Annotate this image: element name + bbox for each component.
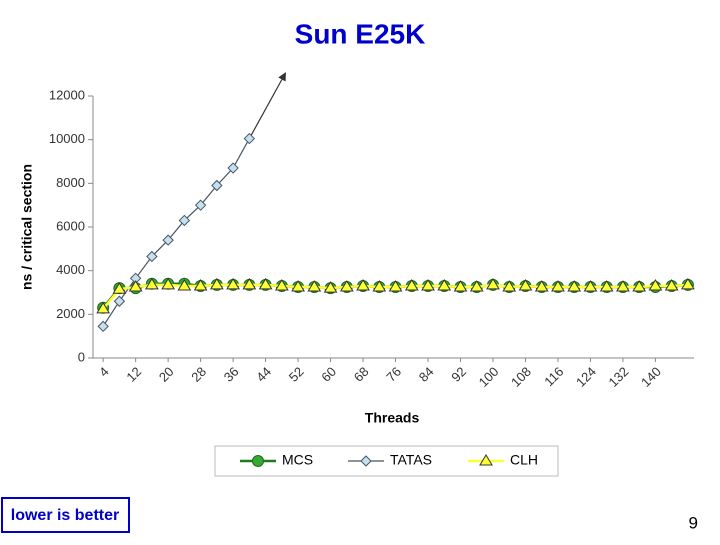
tatas-marker: [227, 162, 239, 174]
clh-marker: [209, 277, 224, 290]
clh-marker: [161, 277, 176, 290]
clh-marker: [421, 278, 435, 291]
clh-marker: [648, 278, 663, 291]
clh-marker: [551, 280, 565, 292]
x-tick-label: 140: [638, 364, 664, 390]
clh-marker: [502, 280, 517, 292]
x-tick-label: 52: [286, 364, 307, 385]
note-box: [1, 497, 130, 533]
clh-marker: [356, 278, 370, 291]
clh-marker: [583, 280, 598, 292]
legend-marker: [252, 455, 264, 467]
x-tick-label: 108: [508, 364, 534, 390]
clh-marker: [664, 278, 679, 291]
tatas-marker: [211, 179, 223, 192]
clh-marker: [144, 277, 159, 290]
x-tick-label: 4: [96, 364, 112, 380]
clh-marker: [616, 280, 630, 292]
clh-marker: [404, 278, 419, 291]
legend-label: TATAS: [390, 452, 432, 468]
clh-marker: [388, 280, 403, 292]
y-axis-label: ns / critical section: [19, 164, 35, 290]
x-axis-label: Threads: [365, 410, 420, 426]
clh-marker: [112, 282, 127, 294]
clh-marker: [242, 277, 257, 290]
tatas-marker: [178, 214, 191, 227]
tatas-marker: [113, 295, 126, 307]
clh-marker: [323, 281, 338, 293]
x-tick-label: 100: [476, 364, 502, 390]
x-tick-label: 28: [188, 364, 209, 385]
x-tick-label: 84: [416, 364, 437, 385]
legend-marker: [479, 454, 493, 466]
clh-marker: [291, 280, 305, 292]
clh-marker: [469, 280, 484, 292]
legend-label: MCS: [282, 452, 313, 468]
x-tick-label: 124: [573, 364, 599, 390]
chart-title: Sun E25K: [295, 18, 426, 49]
clh-marker: [96, 301, 111, 314]
clh-marker: [681, 277, 695, 290]
x-tick-label: 12: [123, 364, 144, 385]
y-tick-label: 12000: [49, 87, 85, 102]
tatas-marker: [97, 320, 109, 333]
series-line: [102, 138, 250, 327]
x-tick-label: 76: [383, 364, 404, 385]
clh-marker: [193, 278, 208, 291]
y-tick-label: 10000: [49, 131, 85, 146]
note: lower is better: [11, 507, 119, 524]
clh-marker: [339, 280, 354, 292]
clh-marker: [372, 280, 387, 292]
clh-marker: [518, 278, 533, 291]
x-tick-label: 92: [448, 364, 469, 385]
clh-marker: [307, 280, 322, 292]
clh-marker: [567, 280, 582, 292]
y-tick-label: 0: [78, 349, 85, 364]
x-tick-label: 20: [156, 364, 177, 385]
x-tick-label: 60: [318, 364, 339, 385]
x-tick-label: 36: [221, 364, 242, 385]
clh-marker: [128, 280, 143, 292]
x-tick-label: 116: [541, 364, 566, 389]
tatas-marker: [162, 234, 174, 246]
tatas-marker: [243, 132, 256, 145]
clh-marker: [226, 277, 240, 290]
x-tick-label: 132: [606, 364, 632, 390]
clh-marker: [486, 277, 500, 290]
clh-marker: [534, 280, 549, 292]
clh-marker: [599, 280, 614, 292]
y-tick-label: 6000: [56, 218, 85, 233]
y-tick-label: 8000: [56, 175, 85, 190]
clh-marker: [453, 280, 468, 292]
y-tick-label: 2000: [56, 306, 85, 321]
clh-marker: [437, 278, 452, 291]
trend-arrow: [248, 72, 287, 139]
clh-marker: [258, 277, 273, 290]
page-number: 9: [689, 513, 698, 532]
tatas-marker: [146, 250, 158, 263]
legend-label: CLH: [510, 452, 538, 468]
clh-marker: [632, 280, 647, 292]
clh-marker: [274, 278, 289, 291]
x-tick-label: 68: [351, 364, 372, 385]
clh-marker: [177, 278, 192, 291]
legend-marker: [360, 455, 372, 467]
tatas-marker: [194, 199, 207, 211]
y-tick-label: 4000: [56, 262, 85, 277]
x-tick-label: 44: [253, 364, 274, 385]
